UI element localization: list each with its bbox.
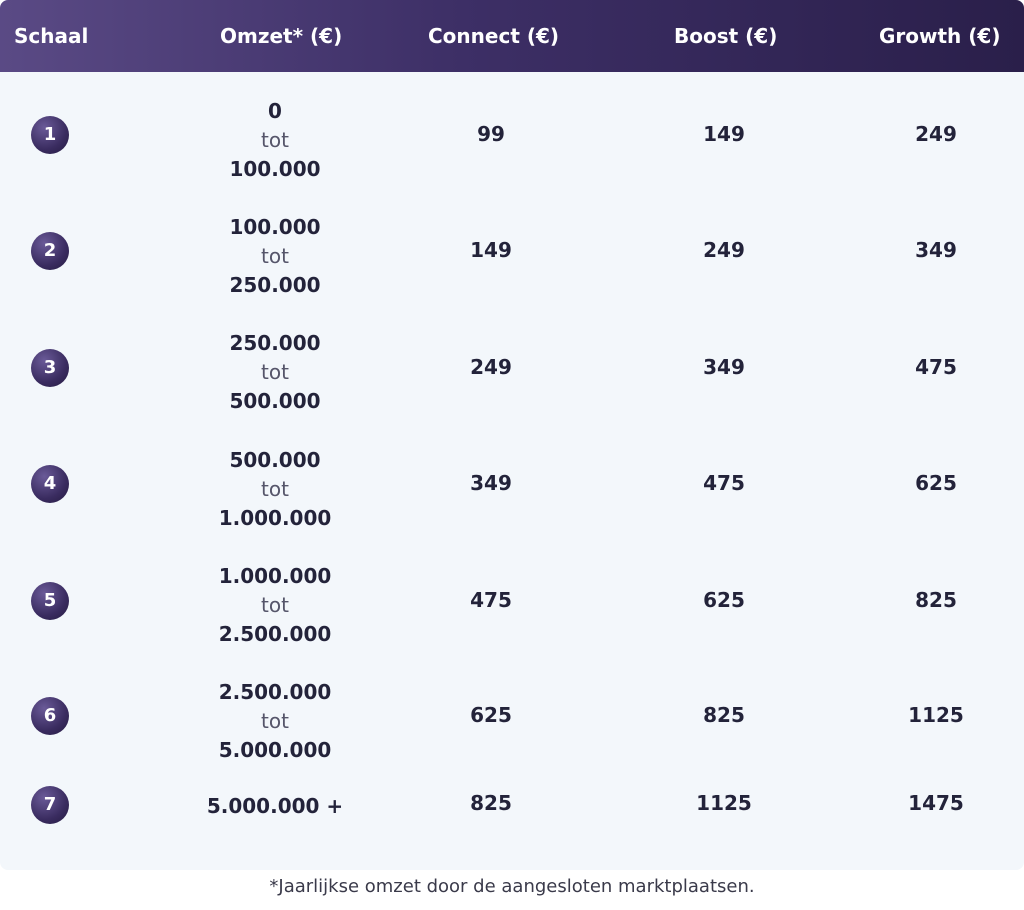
omzet-from: 500.000 [229, 448, 321, 472]
connect-price: 825 [470, 791, 512, 815]
omzet-from: 100.000 [229, 215, 321, 239]
omzet-to: 100.000 [229, 157, 321, 181]
growth-price: 1125 [908, 703, 964, 727]
omzet-from: 250.000 [229, 331, 321, 355]
omzet-to: 1.000.000 [218, 506, 332, 530]
omzet-sep: tot [261, 709, 289, 733]
pricing-table: Schaal Omzet* (€) Connect (€) Boost (€) … [0, 0, 1024, 870]
omzet-sep: tot [261, 244, 289, 268]
header-omzet: Omzet* (€) [220, 24, 343, 48]
scale-badge: 3 [31, 349, 69, 387]
boost-price: 625 [703, 588, 745, 612]
omzet-sep: tot [261, 593, 289, 617]
omzet-range: 500.000 tot 1.000.000 [175, 446, 375, 533]
connect-price: 475 [470, 588, 512, 612]
omzet-range: 0 tot 100.000 [175, 97, 375, 184]
header-growth: Growth (€) [879, 24, 1001, 48]
header-boost: Boost (€) [674, 24, 778, 48]
omzet-from: 0 [268, 99, 282, 123]
boost-price: 249 [703, 238, 745, 262]
connect-price: 249 [470, 355, 512, 379]
header-schaal: Schaal [14, 24, 89, 48]
connect-price: 625 [470, 703, 512, 727]
scale-badge: 2 [31, 232, 69, 270]
boost-price: 475 [703, 471, 745, 495]
omzet-to: 250.000 [229, 273, 321, 297]
scale-badge: 1 [31, 116, 69, 154]
connect-price: 149 [470, 238, 512, 262]
growth-price: 249 [915, 122, 957, 146]
omzet-sep: tot [261, 360, 289, 384]
omzet-sep: tot [261, 477, 289, 501]
scale-badge: 6 [31, 697, 69, 735]
omzet-to: 2.500.000 [218, 622, 332, 646]
scale-badge: 4 [31, 465, 69, 503]
omzet-from: 1.000.000 [218, 564, 332, 588]
connect-price: 99 [477, 122, 505, 146]
table-header: Schaal Omzet* (€) Connect (€) Boost (€) … [0, 0, 1024, 72]
omzet-range: 2.500.000 tot 5.000.000 [175, 678, 375, 765]
growth-price: 475 [915, 355, 957, 379]
footnote: *Jaarlijkse omzet door de aangesloten ma… [269, 876, 755, 897]
omzet-sep: tot [261, 128, 289, 152]
omzet-to: 5.000.000 [218, 738, 332, 762]
omzet-range: 5.000.000 + [175, 792, 375, 821]
omzet-to: 500.000 [229, 389, 321, 413]
boost-price: 825 [703, 703, 745, 727]
header-connect: Connect (€) [428, 24, 560, 48]
connect-price: 349 [470, 471, 512, 495]
omzet-range: 1.000.000 tot 2.500.000 [175, 562, 375, 649]
scale-badge: 5 [31, 582, 69, 620]
boost-price: 1125 [696, 791, 752, 815]
growth-price: 349 [915, 238, 957, 262]
boost-price: 349 [703, 355, 745, 379]
omzet-single: 5.000.000 + [206, 794, 344, 818]
boost-price: 149 [703, 122, 745, 146]
omzet-from: 2.500.000 [218, 680, 332, 704]
omzet-range: 100.000 tot 250.000 [175, 213, 375, 300]
growth-price: 625 [915, 471, 957, 495]
growth-price: 1475 [908, 791, 964, 815]
scale-badge: 7 [31, 786, 69, 824]
growth-price: 825 [915, 588, 957, 612]
omzet-range: 250.000 tot 500.000 [175, 329, 375, 416]
